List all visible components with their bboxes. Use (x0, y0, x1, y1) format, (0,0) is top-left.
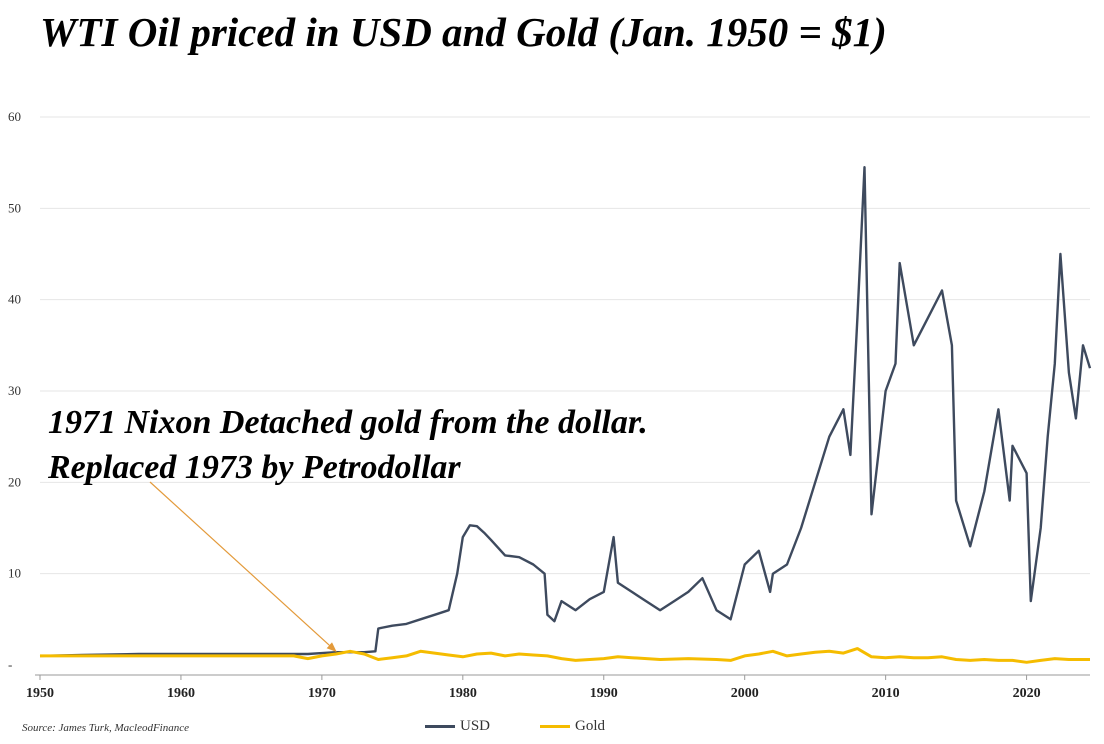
y-tick-label-0: - (8, 657, 12, 672)
y-tick-label-10: 10 (8, 566, 21, 581)
legend-swatch-gold (540, 725, 571, 728)
x-axis: 1950 1960 1970 1980 1990 2000 2010 2020 (26, 674, 1090, 701)
series-lines (39, 166, 1092, 664)
x-tick-label-1960: 1960 (167, 686, 195, 701)
y-tick-label-20: 20 (8, 474, 21, 489)
legend-swatch-usd (425, 725, 455, 728)
source-note: Source: James Turk, MacleodFinance (22, 722, 189, 734)
series-line-gold (40, 647, 1090, 664)
chart-title: WTI Oil priced in USD and Gold (Jan. 195… (40, 9, 887, 55)
x-tick-label-1970: 1970 (308, 686, 336, 701)
x-tick-label-1990: 1990 (590, 686, 618, 701)
y-axis-ticks: - 10 20 30 40 50 60 (8, 109, 21, 672)
annotation-arrow-line (149, 481, 337, 652)
legend-label-usd: USD (460, 718, 491, 734)
annotation-arrow (149, 481, 337, 652)
x-tick-label-2020: 2020 (1013, 686, 1041, 701)
legend: USD Gold (425, 718, 655, 735)
annotation-text: 1971 Nixon Detached gold from the dollar… (48, 404, 648, 486)
legend-item-usd: USD (425, 718, 490, 735)
legend-item-gold: Gold (540, 718, 605, 735)
y-tick-label-60: 60 (8, 109, 21, 124)
x-tick-label-2000: 2000 (731, 686, 759, 701)
y-tick-label-40: 40 (8, 292, 21, 307)
x-tick-label-2010: 2010 (872, 686, 900, 701)
y-tick-label-50: 50 (8, 200, 21, 215)
y-tick-label-30: 30 (8, 383, 21, 398)
x-tick-label-1950: 1950 (26, 686, 54, 701)
x-tick-label-1980: 1980 (449, 686, 477, 701)
legend-label-gold: Gold (575, 718, 606, 734)
series-line-usd (39, 166, 1092, 658)
gridlines (40, 116, 1090, 575)
